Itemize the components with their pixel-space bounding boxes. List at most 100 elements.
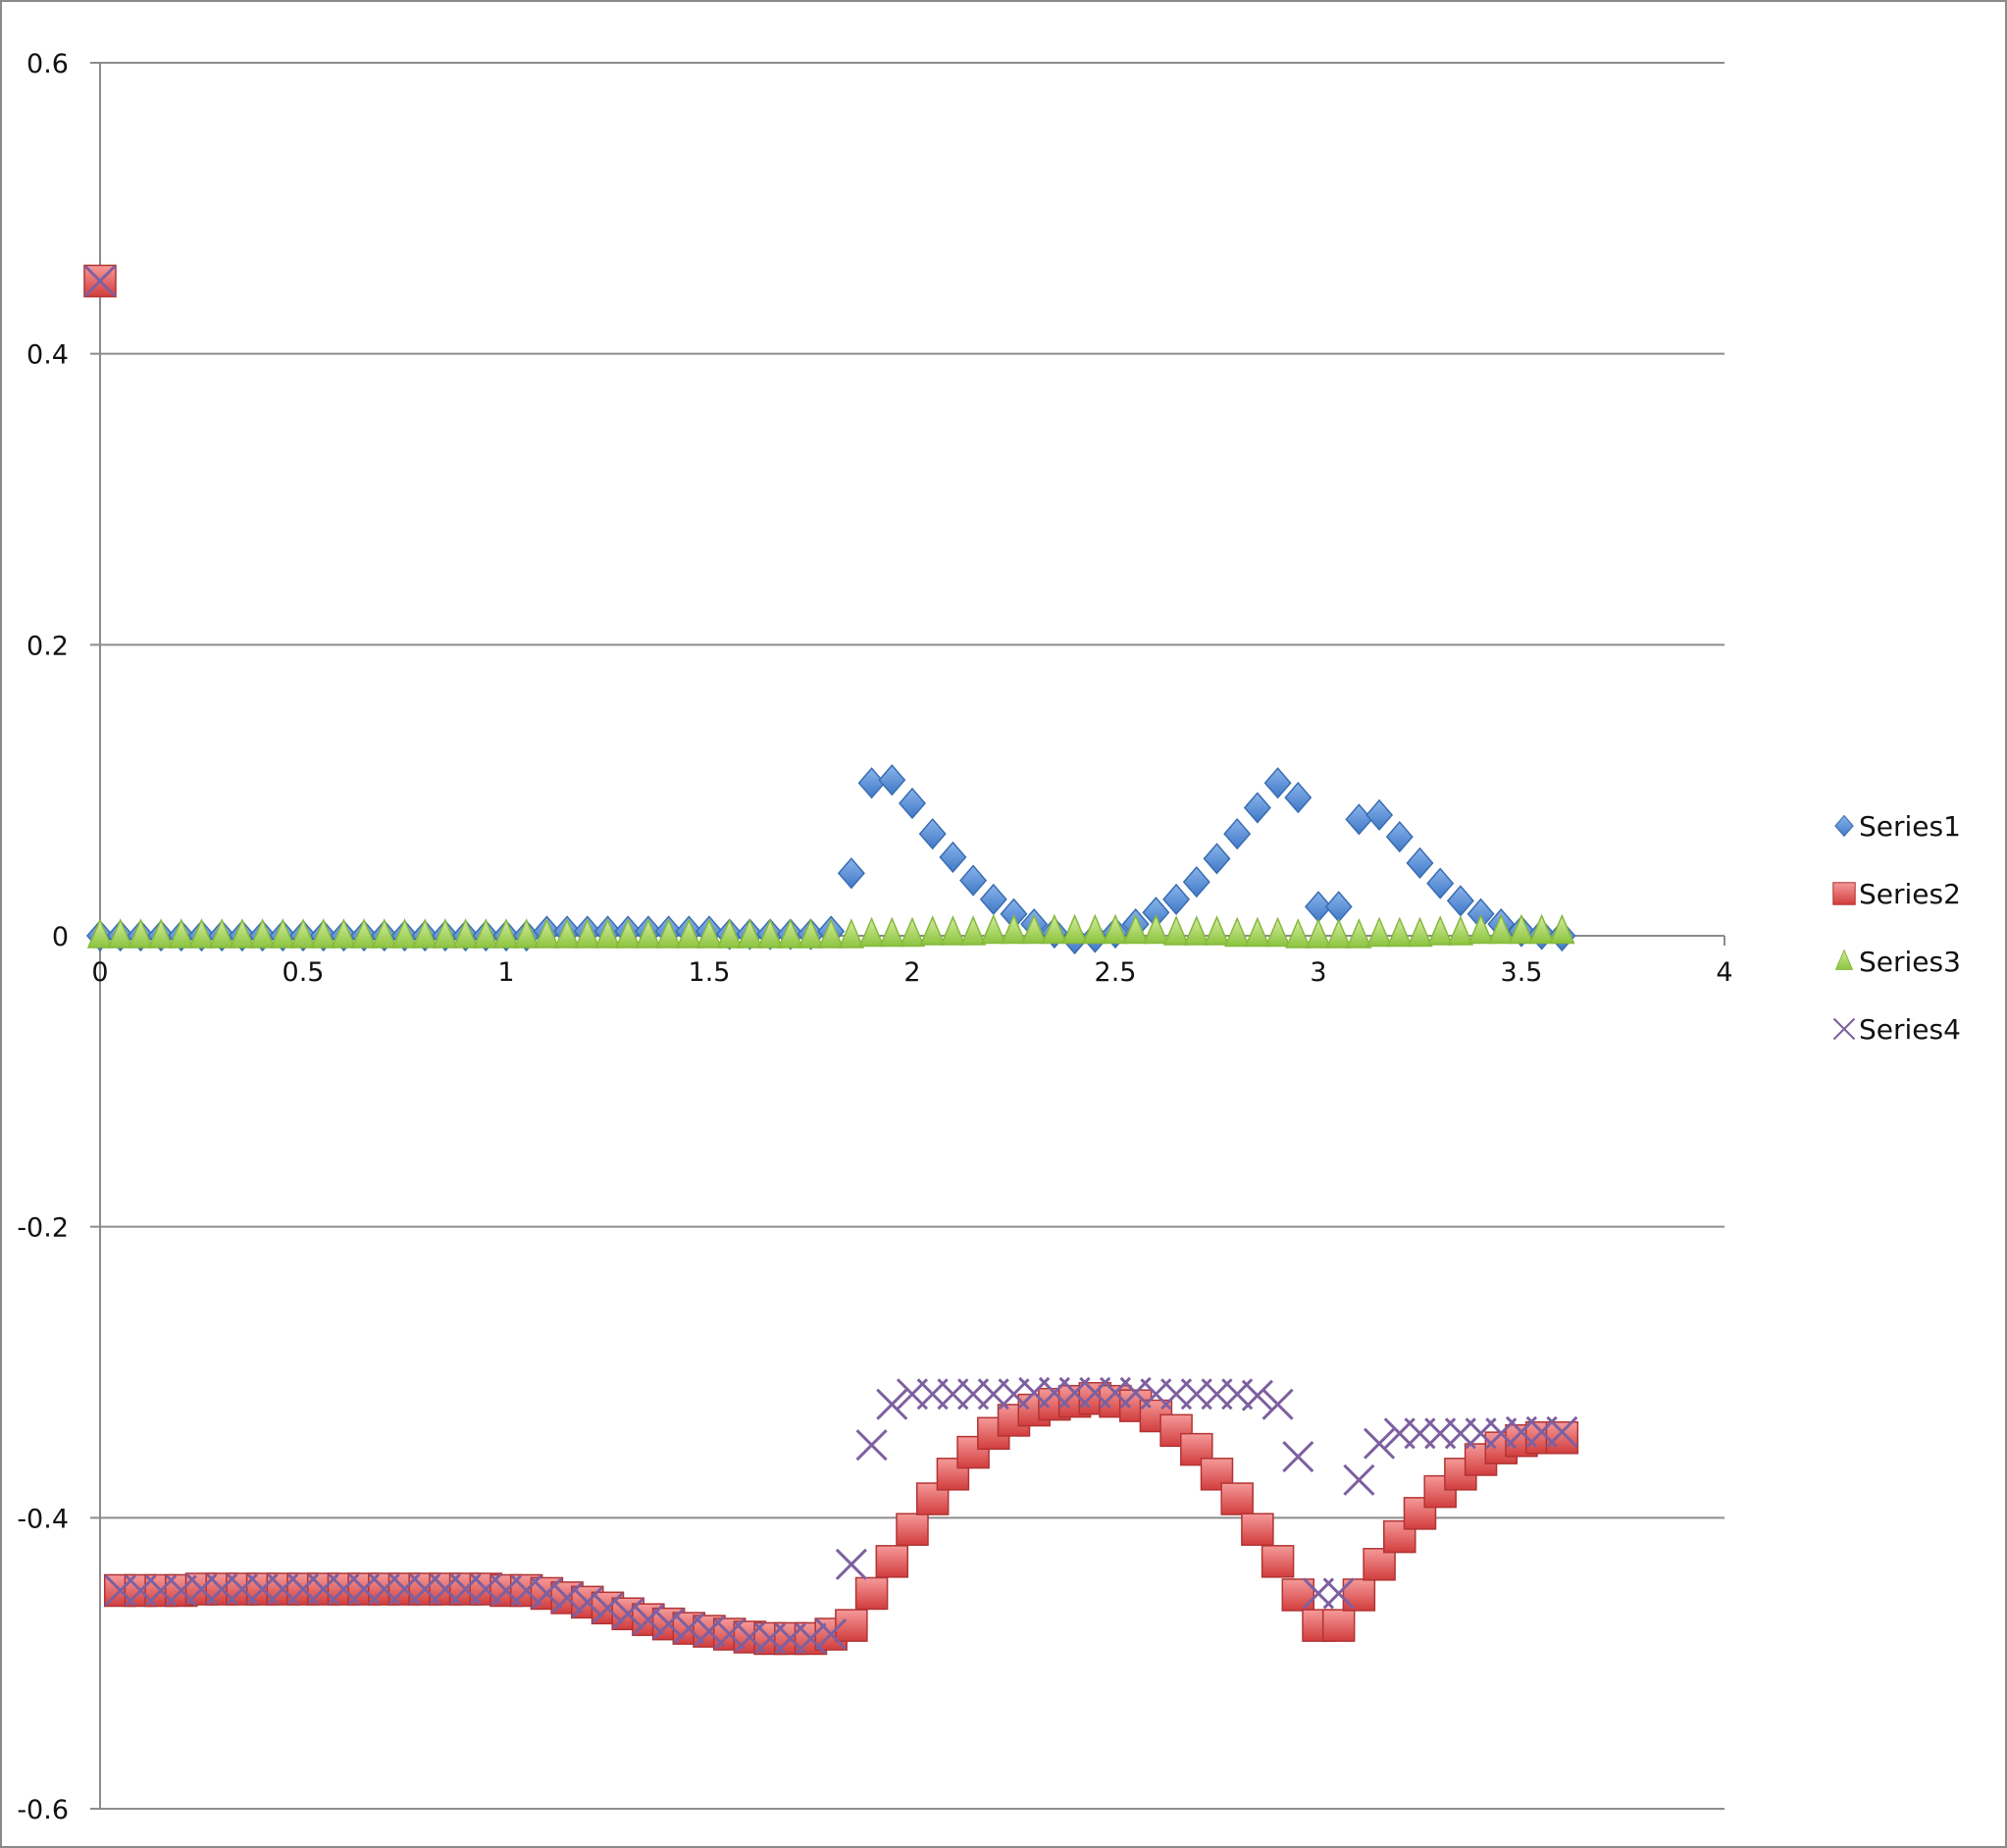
series-series4 [83,265,1578,1655]
series3-point [371,918,397,949]
legend-item-series1: Series1 [1834,810,1961,843]
series2-point [896,1513,929,1546]
series3-point [594,918,621,949]
series1-point [1284,781,1312,814]
series3-point [1204,915,1230,946]
series4-point [531,1577,563,1610]
legend-label: Series1 [1859,810,1961,843]
y-tick-label: -0.6 [17,1795,69,1825]
series3-point [980,913,1006,945]
series3-point [1061,913,1088,945]
series1-point [878,764,906,796]
series4-point [1282,1440,1314,1473]
series1-point [1223,818,1252,850]
series3-point [128,918,154,949]
legend-marker-diamond-icon [1834,814,1854,838]
series-series3 [86,913,1575,949]
series4-point [835,1548,867,1580]
series4-point [612,1598,644,1630]
series2-point [854,1576,889,1611]
series3-point [737,918,763,949]
series3-point [858,916,885,948]
series3-point [1041,913,1068,945]
legend-item-series3: Series3 [1834,946,1961,978]
legend-label: Series2 [1859,878,1961,910]
series4-point [632,1604,664,1636]
series4-point [855,1429,888,1462]
series4-point [1546,1415,1578,1448]
series1-point [939,841,967,874]
series3-point [1386,916,1413,948]
series1-point [899,787,926,820]
series3-point [1021,913,1048,945]
series3-point [655,918,682,949]
series3-point [1001,913,1027,945]
series3-point [432,918,459,949]
series3-point [270,918,296,949]
series3-point [1264,916,1291,948]
series3-point [1346,918,1372,949]
series3-point [615,918,642,949]
series4-point [673,1613,705,1645]
series3-point [1082,913,1108,945]
series2-point [1261,1545,1295,1578]
legend-label: Series3 [1859,946,1961,978]
series4-point [652,1608,685,1640]
series4-point [1261,1388,1294,1420]
series2-point [1220,1482,1254,1515]
series1-point [1182,865,1210,898]
x-tick-label: 3 [1310,957,1326,988]
series3-point [1488,913,1515,945]
series2-point [1241,1513,1274,1546]
series3-point [818,918,845,949]
series4-point [1364,1427,1396,1460]
series4-point [83,265,117,297]
series3-point [1122,913,1149,945]
series3-point [534,918,560,949]
y-tick-label: -0.2 [17,1213,69,1244]
series3-point [473,918,499,949]
series3-point [1508,913,1535,945]
series1-point [1365,798,1394,832]
series3-point [959,915,987,946]
series3-point [1224,916,1251,948]
series3-point [940,915,966,946]
series3-point [1528,913,1555,945]
series1-point [1406,847,1434,879]
x-tick-label: 1 [497,957,514,988]
series3-point [695,918,723,949]
series1-point [959,864,988,897]
series4-point [795,1622,827,1655]
series3-point [716,918,743,949]
y-tick-label: 0 [52,922,69,952]
series4-point [1322,1577,1355,1610]
series2-point [1403,1497,1437,1530]
legend-marker-x-icon [1832,1017,1856,1041]
series3-point [249,918,276,949]
legend-marker-square-icon [1832,882,1856,905]
series3-point [412,918,438,949]
series3-point [1467,913,1494,945]
x-tick-label: 2.5 [1095,957,1137,988]
series4-point [510,1574,542,1607]
series3-point [553,918,581,949]
series3-point [899,916,926,948]
series2-point [1363,1548,1396,1581]
series3-point [492,918,520,949]
series3-point [452,918,479,949]
series3-point [1244,916,1271,948]
series2-point [875,1545,909,1578]
series4-point [815,1617,848,1651]
series3-point [1143,913,1169,945]
series3-point [513,918,540,949]
series3-point [107,918,133,949]
series3-point [147,918,175,949]
series3-point [188,918,215,949]
series4-point [876,1388,908,1420]
series4-point [592,1592,624,1624]
series3-point [756,918,784,949]
series3-point [574,918,600,949]
series4-point [571,1586,603,1618]
